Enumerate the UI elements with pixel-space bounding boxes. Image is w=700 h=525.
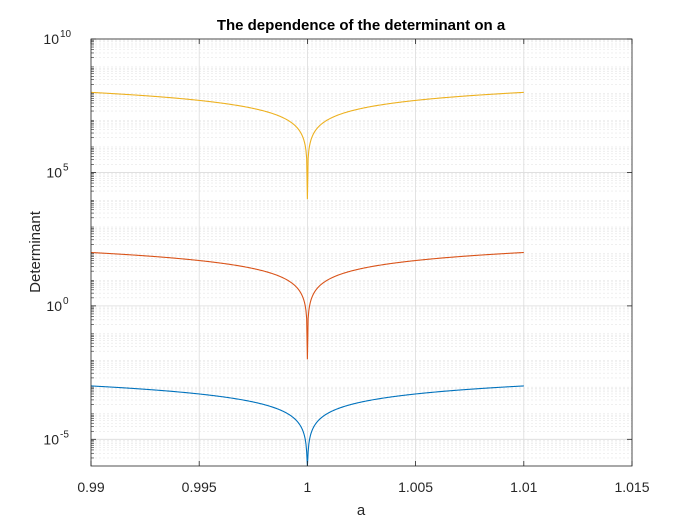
y-axis-label: Determinant <box>27 210 44 293</box>
y-tick-exponent: 10 <box>60 29 72 40</box>
series-line-2 <box>90 251 524 360</box>
x-axis-label: a <box>357 502 366 519</box>
x-tick-label: 1 <box>304 479 312 495</box>
y-tick-label: 10 10 <box>43 29 71 47</box>
series-line-3 <box>90 91 524 200</box>
x-tick-label: 1.015 <box>614 479 649 495</box>
plot-background <box>91 39 632 466</box>
x-tick-label: 0.995 <box>182 479 217 495</box>
x-tick-label: 1.01 <box>510 479 537 495</box>
y-tick-base: 10 <box>43 431 59 447</box>
y-tick-label: 10 0 <box>46 296 69 314</box>
y-tick-base: 10 <box>46 164 62 180</box>
x-tick-label: 1.005 <box>398 479 433 495</box>
y-tick-exponent: 0 <box>63 296 69 307</box>
y-tick-base: 10 <box>43 31 59 47</box>
y-tick-base: 10 <box>46 298 62 314</box>
x-tick-label: 0.99 <box>77 479 104 495</box>
y-tick-exponent: 5 <box>63 162 69 173</box>
y-tick-label: 10 5 <box>46 162 69 180</box>
x-ticks: 0.99 0.995 1 1.005 1.01 1.015 <box>77 39 650 495</box>
plot-frame <box>90 38 633 467</box>
y-tick-label: 10 -5 <box>43 429 69 447</box>
y-tick-exponent: -5 <box>60 429 69 440</box>
chart-title: The dependence of the determinant on a <box>217 17 506 34</box>
